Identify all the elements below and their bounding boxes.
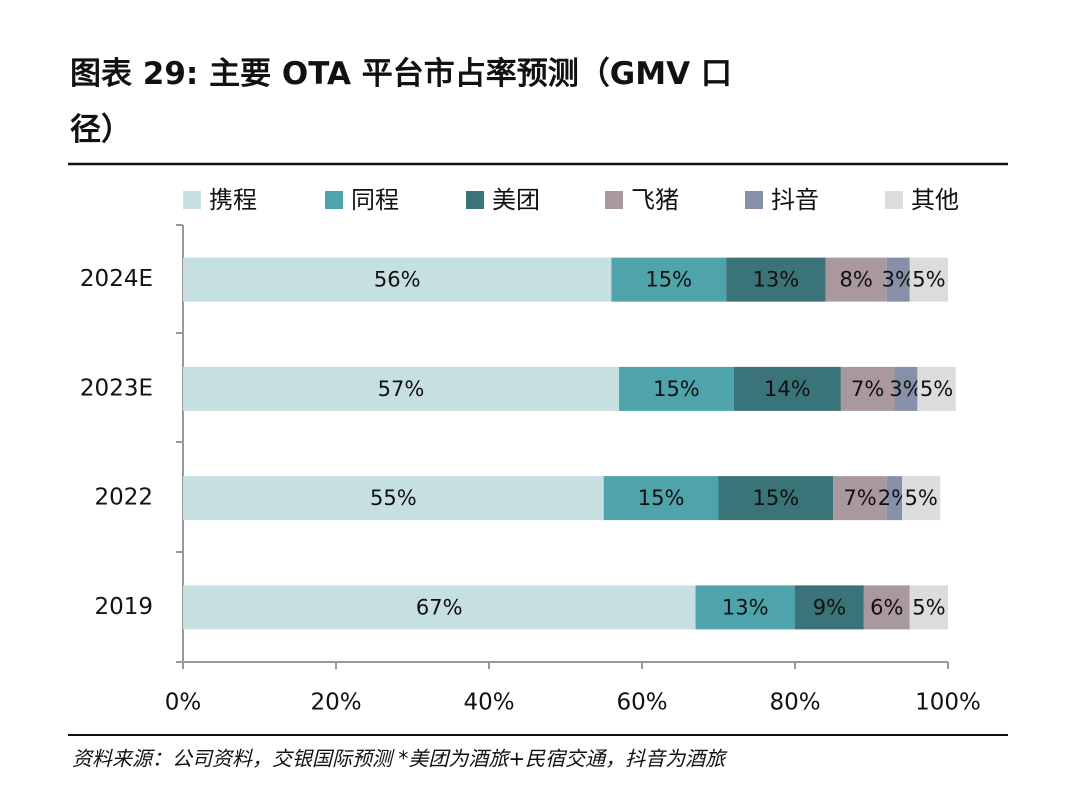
- data-label: 15%: [645, 268, 692, 292]
- x-tick-label: 40%: [463, 690, 514, 716]
- legend-swatch: [605, 191, 623, 209]
- bar-segment: [183, 476, 604, 521]
- legend-swatch: [745, 191, 763, 209]
- legend-swatch: [466, 191, 484, 209]
- data-label: 5%: [912, 268, 945, 292]
- data-label: 7%: [843, 486, 876, 510]
- data-label: 15%: [653, 377, 700, 401]
- data-label: 6%: [870, 595, 903, 619]
- bar-segment: [894, 366, 918, 411]
- bar-segment: [619, 366, 734, 411]
- bar-segment: [183, 585, 696, 630]
- legend-swatch: [885, 191, 903, 209]
- bar-segment: [611, 257, 727, 302]
- x-tick-label: 60%: [616, 690, 667, 716]
- bar-segment: [840, 366, 895, 411]
- data-label: 13%: [753, 268, 800, 292]
- bar-segment: [726, 257, 826, 302]
- bar-segment: [603, 476, 719, 521]
- x-tick-label: 0%: [165, 690, 202, 716]
- data-label: 8%: [840, 268, 873, 292]
- x-tick-label: 80%: [769, 690, 820, 716]
- bar-segment: [886, 257, 910, 302]
- x-tick-label: 100%: [915, 690, 981, 716]
- bar-segment: [795, 585, 864, 630]
- bar-segment: [718, 476, 834, 521]
- legend-label: 同程: [351, 186, 399, 214]
- bar-segment: [909, 257, 948, 302]
- y-tick-label: 2022: [94, 485, 153, 511]
- data-label: 13%: [722, 595, 769, 619]
- bar-segment: [863, 585, 910, 630]
- bar-segment: [733, 366, 841, 411]
- legend-label: 其他: [911, 186, 959, 214]
- bar-segment: [909, 585, 948, 630]
- x-tick-label: 20%: [310, 690, 361, 716]
- legend-swatch: [183, 191, 201, 209]
- bar-segment: [183, 257, 612, 302]
- legend-label: 抖音: [771, 186, 819, 214]
- data-label: 3%: [882, 268, 915, 292]
- bar-segment: [917, 366, 956, 411]
- legend-label: 携程: [209, 186, 257, 214]
- data-label: 55%: [370, 486, 417, 510]
- bar-segment: [695, 585, 795, 630]
- data-label: 9%: [813, 595, 846, 619]
- bar-segment: [886, 476, 903, 521]
- legend-label: 飞猪: [631, 186, 679, 214]
- bar-segment: [902, 476, 941, 521]
- data-label: 15%: [638, 486, 685, 510]
- data-label: 14%: [764, 377, 811, 401]
- bar-segment: [833, 476, 887, 521]
- legend-label: 美团: [492, 186, 540, 214]
- chart-title: 图表 29: 主要 OTA 平台市占率预测（GMV 口径）: [70, 56, 732, 148]
- data-label: 5%: [920, 377, 953, 401]
- data-label: 67%: [416, 595, 463, 619]
- data-label: 5%: [912, 595, 945, 619]
- legend-swatch: [325, 191, 343, 209]
- bar-segment: [825, 257, 887, 302]
- source-note: 资料来源：公司资料，交银国际预测 *美团为酒旅+民宿交通，抖音为酒旅: [72, 747, 728, 771]
- bar-segment: [183, 366, 620, 411]
- data-label: 57%: [378, 377, 425, 401]
- y-tick-label: 2023E: [80, 375, 153, 401]
- data-label: 15%: [753, 486, 800, 510]
- y-tick-label: 2024E: [80, 266, 153, 292]
- data-label: 3%: [889, 377, 922, 401]
- data-label: 56%: [374, 268, 421, 292]
- data-label: 7%: [851, 377, 884, 401]
- data-label: 5%: [905, 486, 938, 510]
- y-tick-label: 2019: [94, 594, 153, 620]
